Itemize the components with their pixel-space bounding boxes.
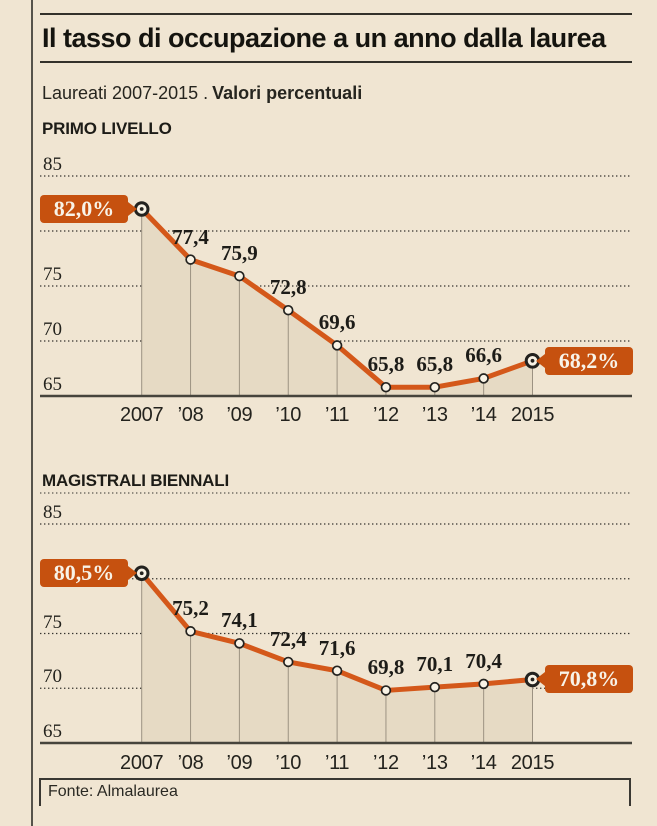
data-point-marker [331,340,343,351]
y-axis-label: 75 [43,611,62,633]
value-label: 71,6 [318,635,356,660]
x-axis-label: ’11 [324,404,350,426]
x-axis-label: 2015 [510,752,555,774]
title-rule-bottom [40,61,632,63]
badge-pointer-icon [128,202,137,216]
page-title: Il tasso di occupazione a un anno dalla … [42,23,606,53]
end-value-badge: 70,8% [536,665,633,694]
value-label: 65,8 [367,352,405,377]
data-point-marker [380,381,392,393]
x-axis-label: ’09 [226,404,253,426]
value-label: 77,4 [172,224,209,249]
end-point-marker-dot [530,358,535,363]
chart-2-heading: MAGISTRALI BIENNALI [42,471,229,490]
source-label: Fonte: Almalaurea [48,783,178,800]
y-axis-label: 65 [43,374,62,395]
x-axis-label: ’11 [324,752,350,774]
badge-pointer-icon [128,566,137,581]
x-axis-label: ’12 [373,404,399,426]
end-point-marker-dot [530,677,535,682]
value-label: 70,1 [416,652,454,677]
y-axis-label: 70 [43,666,62,688]
x-axis-label: ’09 [226,752,253,774]
data-point-marker [380,685,392,696]
x-axis-label: ’10 [275,752,302,774]
data-point-marker [185,254,196,265]
chart-1-heading: PRIMO LIVELLO [42,119,172,138]
gridlines [40,523,632,689]
badge-pointer-icon [536,672,545,687]
value-label: 75,9 [221,241,258,266]
value-label: 75,2 [172,596,209,621]
value-label: 66,6 [465,343,503,368]
x-axis-label: 2007 [120,404,164,426]
x-axis-label: ’12 [373,752,399,774]
data-point-marker [185,626,196,637]
chart-2 [40,492,632,745]
title-rule-top [40,13,632,15]
value-label: 72,8 [269,275,307,300]
end-value-badge: 68,2% [536,346,633,375]
data-point-marker [283,304,294,316]
data-point-marker [429,381,441,393]
x-axis-label: ’08 [177,404,204,426]
x-axis-label: ’10 [275,404,302,426]
subtitle-bold: Valori percentuali [212,83,363,103]
end-point-marker-dot [139,207,144,211]
value-label: 65,8 [416,352,454,377]
value-label: 70,4 [465,648,503,673]
x-axis-label: ’13 [421,404,448,426]
subtitle: Laureati 2007-2015 . Valori percentuali [42,82,632,104]
y-axis-label: 65 [43,721,62,742]
x-axis-label: 2007 [120,752,164,774]
x-axis-label: 2015 [510,404,555,426]
value-label: 69,6 [318,310,356,335]
y-axis-label: 70 [43,319,62,340]
data-point-marker [234,270,245,282]
data-point-marker [234,638,245,649]
value-label: 69,8 [367,655,405,680]
y-axis-label: 75 [43,264,62,285]
source-box: Fonte: Almalaurea [39,778,631,806]
start-value-badge: 82,0% [40,195,137,223]
value-label: 74,1 [221,608,258,633]
end-point-marker-dot [139,571,144,576]
subtitle-regular: Laureati 2007-2015 . [42,83,209,103]
x-axis-label: ’08 [177,752,204,774]
data-point-marker [478,373,489,384]
data-point-marker [429,681,441,693]
value-label: 72,4 [269,626,307,651]
data-point-marker [283,656,294,668]
data-point-marker [478,678,489,690]
start-value-badge: 80,5% [40,559,137,588]
x-axis-label: ’14 [470,404,497,426]
badge-pointer-icon [536,353,545,368]
x-axis-label: ’14 [470,752,497,774]
chart-1 [40,175,632,398]
y-axis-label: 85 [43,154,62,175]
left-column-rule [31,0,33,826]
x-axis-label: ’13 [421,752,448,774]
y-axis-label: 85 [43,502,62,523]
drop-lines [141,573,533,743]
data-point-marker [331,665,343,676]
